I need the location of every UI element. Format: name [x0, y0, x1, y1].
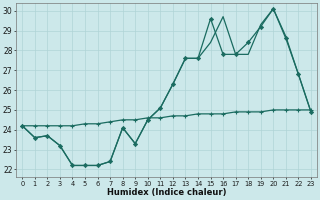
X-axis label: Humidex (Indice chaleur): Humidex (Indice chaleur) [107, 188, 226, 197]
